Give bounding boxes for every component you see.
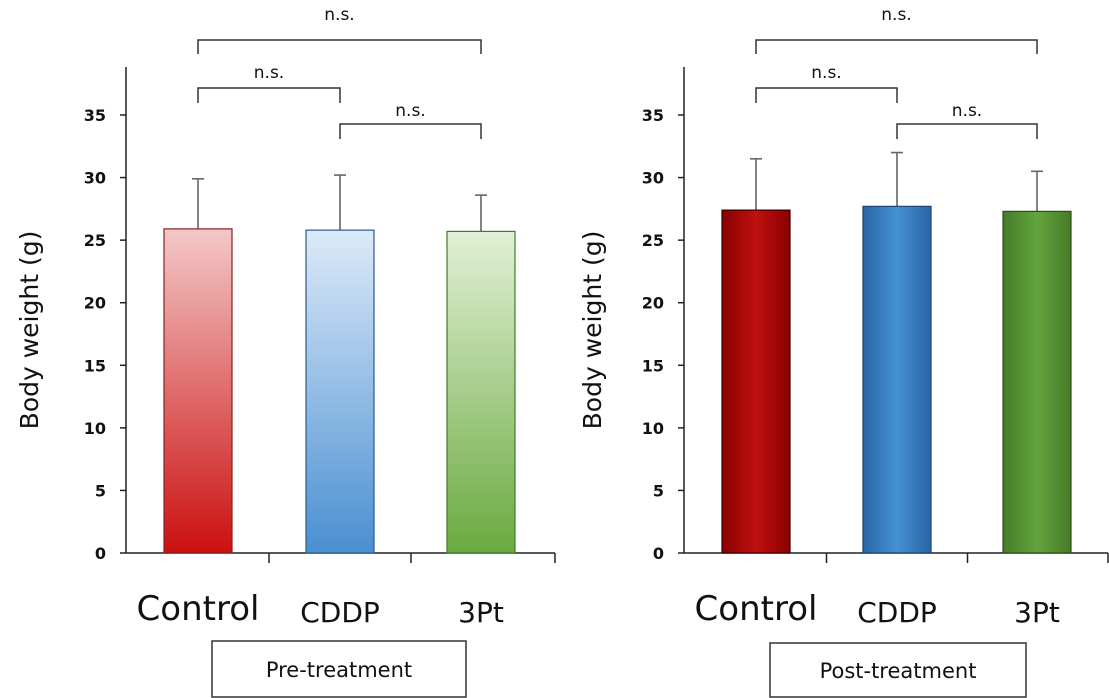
- y-tick-label: 35: [642, 106, 664, 125]
- panel-label-box: [769, 642, 1027, 698]
- bar-cddp: [305, 229, 375, 554]
- y-tick-label: 25: [642, 231, 664, 250]
- significance-bracket: [896, 123, 1038, 139]
- y-axis-label: Body weight (g): [578, 231, 607, 430]
- x-category-label: Control: [695, 589, 818, 629]
- pre-treatment-panel: 0 5 10 15 20 25 30 35 Body weight (g) Control CDDP…: [15, 5, 556, 698]
- y-tick-label: 10: [642, 419, 664, 438]
- significance-label: n.s.: [952, 101, 982, 121]
- panel-label-box: [211, 640, 467, 698]
- significance-label: n.s.: [324, 5, 354, 25]
- bar-control: [721, 209, 791, 554]
- y-tick-label: 30: [642, 169, 664, 188]
- significance-label: n.s.: [395, 101, 425, 121]
- significance-bracket: [755, 87, 898, 103]
- x-category-label: 3Pt: [1014, 596, 1060, 629]
- significance-label: n.s.: [254, 63, 284, 83]
- y-tick-label: 0: [95, 544, 106, 563]
- y-tick-label: 10: [84, 419, 106, 438]
- y-tick-label: 0: [653, 544, 664, 563]
- y-tick-label: 25: [84, 231, 106, 250]
- y-tick-label: 20: [642, 294, 664, 313]
- y-tick-label: 30: [84, 169, 106, 188]
- x-category-label: CDDP: [300, 596, 380, 629]
- significance-bracket: [755, 39, 1038, 54]
- y-tick-label: 20: [84, 294, 106, 313]
- significance-bracket: [197, 39, 482, 54]
- significance-label: n.s.: [811, 63, 841, 83]
- y-tick-label: 15: [84, 356, 106, 375]
- y-tick-label: 5: [653, 481, 664, 500]
- bar-3pt: [1002, 210, 1072, 554]
- panel-label: Post-treatment: [820, 659, 977, 683]
- panel-label: Pre-treatment: [266, 658, 412, 682]
- x-category-label: CDDP: [857, 596, 937, 629]
- bar-3pt: [446, 230, 516, 554]
- post-treatment-panel: 0 5 10 15 20 25 30 35 Body weight (g) Control CDDP…: [578, 5, 1109, 698]
- bar-control: [163, 228, 233, 554]
- significance-label: n.s.: [881, 5, 911, 25]
- y-tick-label: 15: [642, 356, 664, 375]
- bar-cddp: [862, 205, 932, 554]
- x-category-label: 3Pt: [458, 596, 504, 629]
- y-tick-label: 35: [84, 106, 106, 125]
- significance-bracket: [197, 87, 341, 103]
- y-axis-label: Body weight (g): [15, 231, 44, 430]
- y-tick-label: 5: [95, 481, 106, 500]
- significance-bracket: [339, 123, 482, 139]
- x-category-label: Control: [137, 589, 260, 629]
